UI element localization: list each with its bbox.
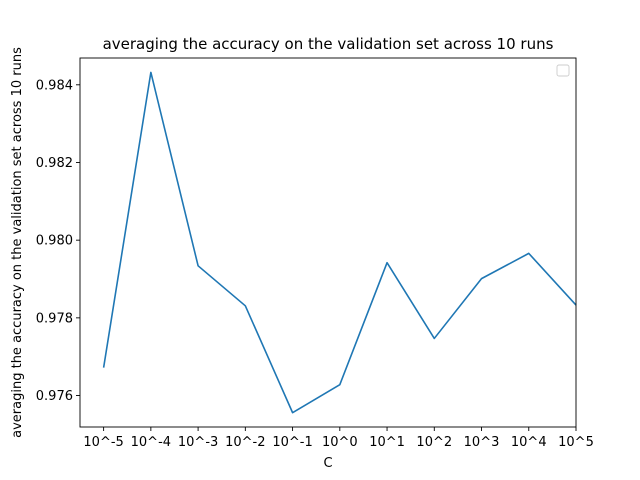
x-tick-label: 10^5 bbox=[558, 435, 594, 450]
x-tick-label: 10^-1 bbox=[272, 435, 312, 450]
x-tick-label: 10^2 bbox=[416, 435, 452, 450]
series-point bbox=[339, 383, 341, 385]
x-tick-label: 10^-3 bbox=[178, 435, 218, 450]
y-tick-label: 0.976 bbox=[36, 389, 73, 404]
plot-frame bbox=[79, 57, 577, 428]
series-point bbox=[150, 71, 152, 73]
y-tick-label: 0.980 bbox=[36, 234, 73, 249]
series-point bbox=[433, 337, 435, 339]
series-point bbox=[528, 252, 530, 254]
y-axis-label: averaging the accuracy on the validation… bbox=[10, 47, 25, 438]
series-point bbox=[102, 366, 104, 368]
y-axis-ticks: 0.976 0.978 0.980 0.982 0.984 bbox=[36, 78, 80, 404]
x-tick-label: 10^-4 bbox=[131, 435, 171, 450]
y-tick-label: 0.978 bbox=[36, 311, 73, 326]
series-point bbox=[291, 411, 293, 413]
series-point bbox=[386, 261, 388, 263]
chart-title: averaging the accuracy on the validation… bbox=[103, 35, 554, 53]
x-axis-ticks: 10^-5 10^-4 10^-3 10^-2 10^-1 10^0 10^1 10^2 10^… bbox=[83, 427, 594, 450]
series-line bbox=[102, 71, 577, 414]
series-point bbox=[480, 277, 482, 279]
x-tick-label: 10^-5 bbox=[83, 435, 123, 450]
x-tick-label: 10^-2 bbox=[225, 435, 265, 450]
x-tick-label: 10^0 bbox=[322, 435, 358, 450]
series-point bbox=[244, 305, 246, 307]
plot-area bbox=[80, 58, 576, 427]
x-tick-label: 10^1 bbox=[369, 435, 405, 450]
legend-box bbox=[556, 64, 570, 77]
y-tick-label: 0.984 bbox=[36, 78, 73, 93]
x-axis-label: C bbox=[323, 456, 332, 471]
x-tick-label: 10^4 bbox=[511, 435, 547, 450]
series-point bbox=[197, 265, 199, 267]
x-tick-label: 10^3 bbox=[464, 435, 500, 450]
y-tick-label: 0.982 bbox=[36, 156, 73, 171]
